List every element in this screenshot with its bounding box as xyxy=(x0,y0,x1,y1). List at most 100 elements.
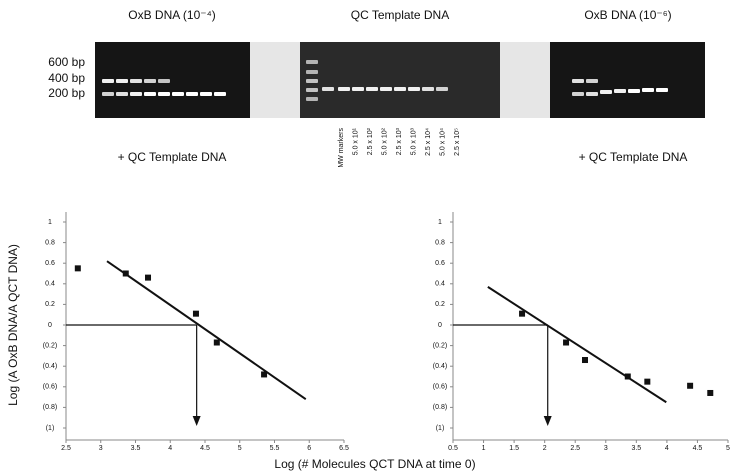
gel-bands xyxy=(102,60,668,101)
y-tick-label: 0 xyxy=(48,322,52,329)
gel-band xyxy=(306,97,318,101)
y-tick-label: (0.2) xyxy=(43,342,57,349)
size-marker: 200 bp xyxy=(48,86,85,100)
y-tick-label: 0.2 xyxy=(435,301,445,308)
point xyxy=(519,310,526,317)
gel-band xyxy=(306,60,318,64)
gel-band xyxy=(642,88,654,92)
fit-line xyxy=(106,260,307,400)
gel-band xyxy=(306,88,318,92)
gel-band xyxy=(380,87,392,91)
point xyxy=(145,274,152,281)
x-tick-label: 6.5 xyxy=(339,445,349,452)
gel-band xyxy=(306,70,318,74)
gel-band xyxy=(572,92,584,96)
gel-band xyxy=(338,87,350,91)
gel-band xyxy=(172,92,184,96)
point xyxy=(644,378,651,385)
point xyxy=(192,310,199,317)
x-tick-label: 2.5 xyxy=(570,445,580,452)
gel-band xyxy=(130,79,142,83)
gel-band xyxy=(614,89,626,93)
gel-band xyxy=(322,87,334,91)
y-tick-label: (0.8) xyxy=(43,404,57,411)
gel-band xyxy=(628,89,640,93)
gel-band xyxy=(130,92,142,96)
gel-band xyxy=(436,87,448,91)
fit-line xyxy=(487,286,667,404)
lane-label: 2.5 x 10² xyxy=(367,127,374,155)
gel-caption: + QC Template DNA xyxy=(118,150,227,164)
gel-title: OxB DNA (10⁻⁴) xyxy=(128,8,216,22)
gel-band xyxy=(186,92,198,96)
lane-label: 5.0 x 10² xyxy=(381,127,388,155)
y-tick-label: 0.8 xyxy=(45,239,55,246)
gel-band xyxy=(214,92,226,96)
x-tick-label: 0.5 xyxy=(448,445,458,452)
y-axis-label: Log (A OxB DNA/A QCT DNA) xyxy=(6,244,20,406)
y-tick-label: 0.2 xyxy=(45,301,55,308)
point xyxy=(582,357,588,364)
x-tick-label: 3.5 xyxy=(131,445,141,452)
gel-band xyxy=(306,79,318,83)
gel-band xyxy=(158,92,170,96)
gel-band xyxy=(586,79,598,83)
y-tick-label: (0.4) xyxy=(433,363,447,370)
point xyxy=(563,339,570,346)
y-tick-label: 0.6 xyxy=(435,260,445,267)
y-tick-label: (1) xyxy=(46,425,55,432)
x-tick-label: 1.5 xyxy=(509,445,519,452)
y-tick-label: 0.4 xyxy=(435,281,445,288)
lane-label: 5.0 x 10¹ xyxy=(352,127,359,155)
x-tick-label: 2 xyxy=(543,445,547,452)
gel-gap xyxy=(250,42,300,118)
x-tick-label: 3.5 xyxy=(631,445,641,452)
x-axis-label: Log (# Molecules QCT DNA at time 0) xyxy=(274,457,475,471)
gel-title: OxB DNA (10⁻⁶) xyxy=(584,8,671,22)
y-tick-label: 0.4 xyxy=(45,281,55,288)
lane-label: 2.5 x 10⁵ xyxy=(454,128,461,156)
gel-band xyxy=(600,90,612,94)
x-tick-label: 2.5 xyxy=(61,445,71,452)
arrow-head xyxy=(192,416,201,426)
y-tick-label: (0.6) xyxy=(43,384,57,391)
point xyxy=(707,389,714,396)
x-tick-label: 4.5 xyxy=(693,445,703,452)
y-tick-label: 0.6 xyxy=(45,260,55,267)
gel-gap xyxy=(500,42,550,118)
gel-band xyxy=(572,79,584,83)
gel-title: QC Template DNA xyxy=(351,8,449,22)
x-tick-label: 5 xyxy=(238,445,242,452)
point xyxy=(213,339,220,346)
y-tick-label: (0.4) xyxy=(43,363,57,370)
x-tick-label: 4 xyxy=(168,445,172,452)
gel-band xyxy=(116,79,128,83)
gel-band xyxy=(102,92,114,96)
lane-label: MW markers xyxy=(338,128,345,168)
x-tick-label: 3 xyxy=(604,445,608,452)
y-tick-label: (0.2) xyxy=(433,342,447,349)
x-tick-label: 5 xyxy=(726,445,730,452)
gel-band xyxy=(352,87,364,91)
x-tick-label: 6 xyxy=(307,445,311,452)
lane-label: 2.5 x 10³ xyxy=(396,127,403,155)
size-marker: 400 bp xyxy=(48,71,85,85)
gel-band xyxy=(116,92,128,96)
y-tick-label: 1 xyxy=(48,219,52,226)
point xyxy=(261,371,268,378)
y-tick-label: 1 xyxy=(438,219,442,226)
y-tick-label: (0.8) xyxy=(433,404,447,411)
x-tick-label: 4.5 xyxy=(200,445,210,452)
gel-band xyxy=(422,87,434,91)
gel xyxy=(300,42,500,118)
y-tick-label: 0.8 xyxy=(435,239,445,246)
point xyxy=(687,382,694,389)
gel-band xyxy=(656,88,668,92)
lane-label: 5.0 x 10³ xyxy=(410,127,417,155)
point xyxy=(74,265,81,272)
arrow-head xyxy=(543,416,552,426)
x-tick-label: 4 xyxy=(665,445,669,452)
lane-label: 2.5 x 10⁴ xyxy=(425,128,432,156)
x-tick-label: 5.5 xyxy=(270,445,280,452)
